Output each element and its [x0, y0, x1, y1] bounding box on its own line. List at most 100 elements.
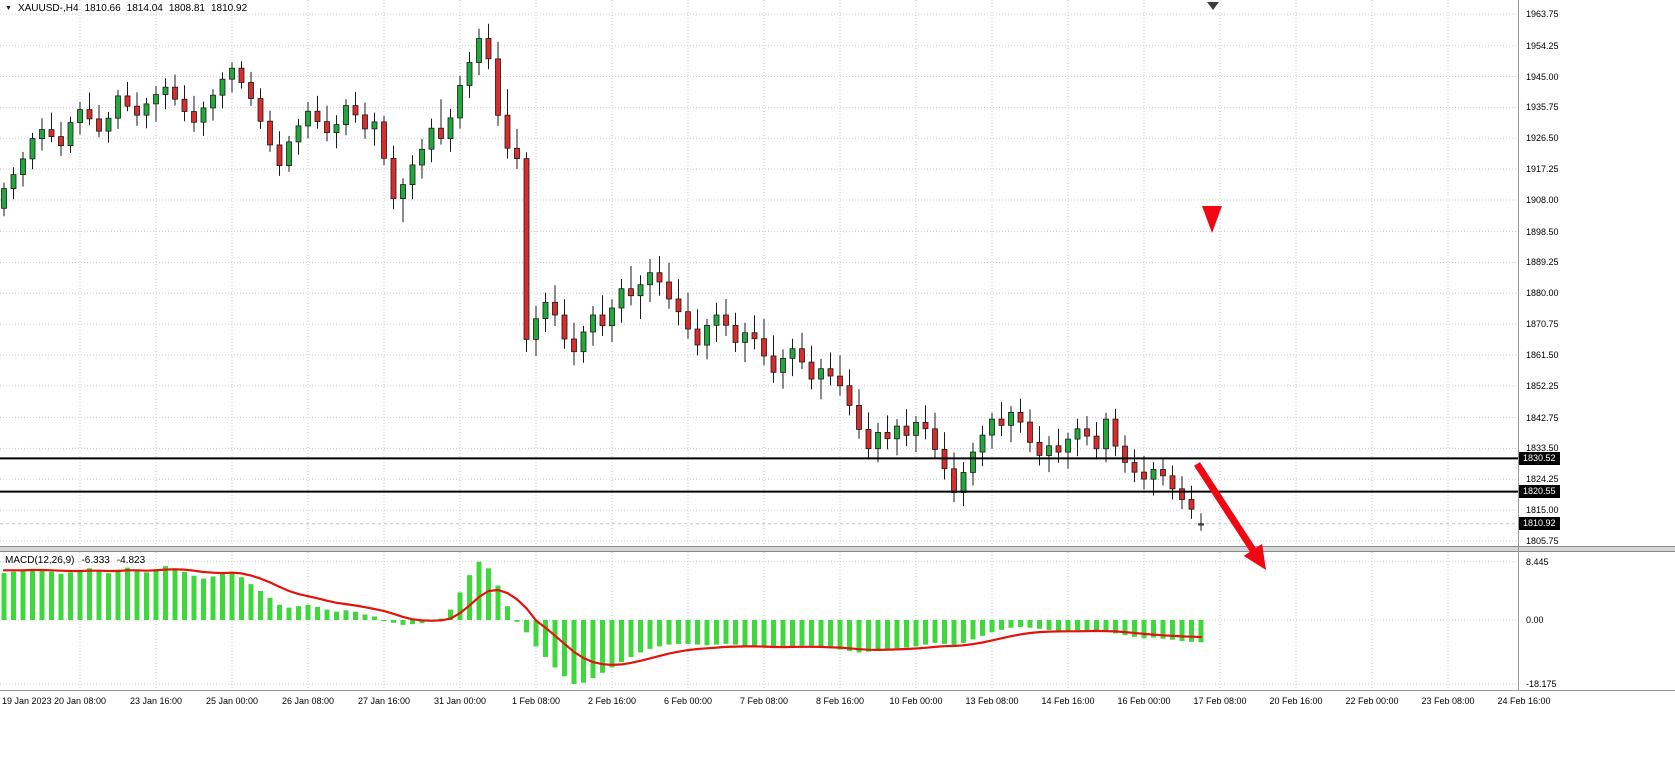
macd-histogram-bar — [210, 576, 216, 620]
macd-histogram-bar — [638, 620, 643, 653]
candle-body-bear — [172, 86, 178, 100]
candle-body-bull — [286, 141, 292, 166]
candle-body-bull — [789, 348, 796, 359]
macd-histogram-bar — [590, 620, 596, 679]
macd-name: MACD(12,26,9) — [5, 555, 75, 566]
macd-histogram-bar — [951, 620, 957, 646]
candle-body-bear — [951, 468, 957, 493]
candle-body-bull — [77, 109, 83, 123]
macd-histogram-bar — [809, 620, 814, 647]
macd-histogram-bar — [1160, 620, 1166, 639]
macd-main-value: -6.333 — [81, 555, 110, 566]
macd-histogram-bar — [980, 620, 985, 636]
macd-histogram-bar — [856, 620, 862, 653]
candle-body-bull — [115, 95, 121, 119]
macd-indicator-label: MACD(12,26,9) -6.333 -4.823 — [5, 555, 145, 566]
macd-histogram-bar — [552, 620, 558, 668]
macd-histogram-bar — [486, 568, 491, 621]
macd-histogram-bar — [96, 571, 102, 620]
red-trend-arrow-head[interactable] — [1243, 543, 1266, 570]
macd-histogram-bar — [742, 620, 748, 646]
candle-body-bull — [637, 284, 644, 297]
candle-body-bear — [238, 67, 245, 83]
candle-body-bull — [333, 124, 340, 133]
macd-histogram-bar — [799, 620, 805, 646]
macd-histogram-bar — [39, 569, 45, 620]
symbol-dropdown-icon[interactable]: ▼ — [5, 4, 12, 12]
time-axis-label: 20 Jan 08:00 — [53, 696, 107, 706]
candle-body-bull — [894, 425, 900, 440]
macd-histogram-bar — [970, 620, 976, 640]
price-axis-badge: 1820.55 — [1519, 485, 1560, 499]
candle-body-bull — [1008, 411, 1014, 426]
candle-body-bull — [29, 138, 36, 160]
macd-histogram-bar — [1141, 620, 1147, 639]
time-axis-label: 23 Feb 08:00 — [1421, 696, 1475, 706]
candle-body-bear — [827, 368, 834, 377]
ohlc-readout: ▼ XAUUSD-,H4 1810.66 1814.04 1808.81 181… — [5, 3, 247, 14]
candle-body-bear — [932, 428, 938, 450]
candle-body-bull — [1074, 428, 1081, 440]
macd-histogram-bar — [1084, 620, 1090, 630]
red-down-arrow-annotation[interactable] — [1202, 206, 1222, 233]
macd-histogram-bar — [495, 585, 501, 620]
price-axis-label: 1842.75 — [1526, 412, 1559, 423]
pane-separator[interactable] — [0, 546, 1675, 552]
macd-histogram-bar — [609, 620, 615, 668]
macd-axis-label: 0.00 — [1526, 615, 1544, 625]
chart-shift-marker-icon[interactable] — [1207, 2, 1219, 10]
candle-body-bear — [666, 281, 672, 300]
candle-body-bear — [86, 109, 93, 120]
price-axis[interactable]: 1963.75 1954.25 1945.00 1935.75 1926.50 1917.… — [1519, 0, 1675, 690]
macd-histogram-bar — [894, 620, 900, 649]
macd-histogram-bar — [362, 614, 368, 620]
candle-body-bull — [960, 472, 967, 493]
macd-histogram-bar — [201, 578, 206, 620]
red-trend-arrow-shaft[interactable] — [1194, 462, 1258, 555]
candle-body-bull — [20, 158, 26, 175]
candle-body-bear — [561, 314, 568, 340]
macd-histogram-bar — [961, 620, 966, 643]
macd-histogram-bar — [115, 569, 121, 620]
macd-histogram-bar — [372, 616, 377, 620]
candle-body-bear — [1169, 475, 1176, 490]
macd-histogram-bar — [296, 606, 301, 620]
macd-histogram-bar — [353, 611, 358, 620]
macd-histogram-bar — [837, 620, 843, 650]
time-axis-label: 23 Jan 16:00 — [129, 696, 183, 706]
candle-body-bear — [1188, 499, 1195, 510]
macd-histogram-bar — [106, 573, 111, 620]
macd-histogram-bar — [752, 620, 757, 647]
candle-body-bear — [694, 328, 701, 346]
macd-histogram-bar — [714, 620, 719, 645]
price-axis-label: 1852.25 — [1526, 380, 1559, 391]
macd-histogram-bar — [780, 620, 786, 648]
candle-body-bear — [799, 348, 805, 363]
candle-body-bull — [419, 148, 425, 166]
time-axis-label: 22 Feb 00:00 — [1345, 696, 1399, 706]
time-axis[interactable]: 19 Jan 2023 20 Jan 08:00 23 Jan 16:00 25 Ja… — [0, 690, 1675, 718]
candle-body-bear — [1017, 411, 1024, 423]
ohlc-high-value: 1814.04 — [126, 3, 163, 14]
candle-body-bear — [1179, 488, 1185, 500]
macd-histogram-bar — [182, 571, 187, 620]
candle-body-bull — [1150, 469, 1157, 480]
macd-histogram-bar — [600, 620, 605, 673]
macd-histogram-bar — [248, 584, 254, 620]
candle-body-bull — [875, 431, 881, 450]
candle-body-bear — [504, 114, 511, 149]
macd-histogram-bar — [666, 620, 672, 645]
macd-histogram-bar — [581, 620, 586, 683]
macd-histogram-bar — [562, 620, 567, 677]
candle-body-bear — [903, 425, 910, 436]
candle-body-bear — [599, 314, 606, 327]
time-axis-label: 13 Feb 08:00 — [965, 696, 1019, 706]
candle-body-bull — [913, 421, 919, 436]
macd-histogram-bar — [220, 573, 225, 620]
macd-histogram-bar — [695, 620, 700, 645]
candle-body-bear — [922, 421, 929, 430]
macd-histogram-bar — [1132, 620, 1137, 637]
candle-body-bear — [276, 144, 283, 166]
macd-histogram-bar — [305, 604, 311, 620]
